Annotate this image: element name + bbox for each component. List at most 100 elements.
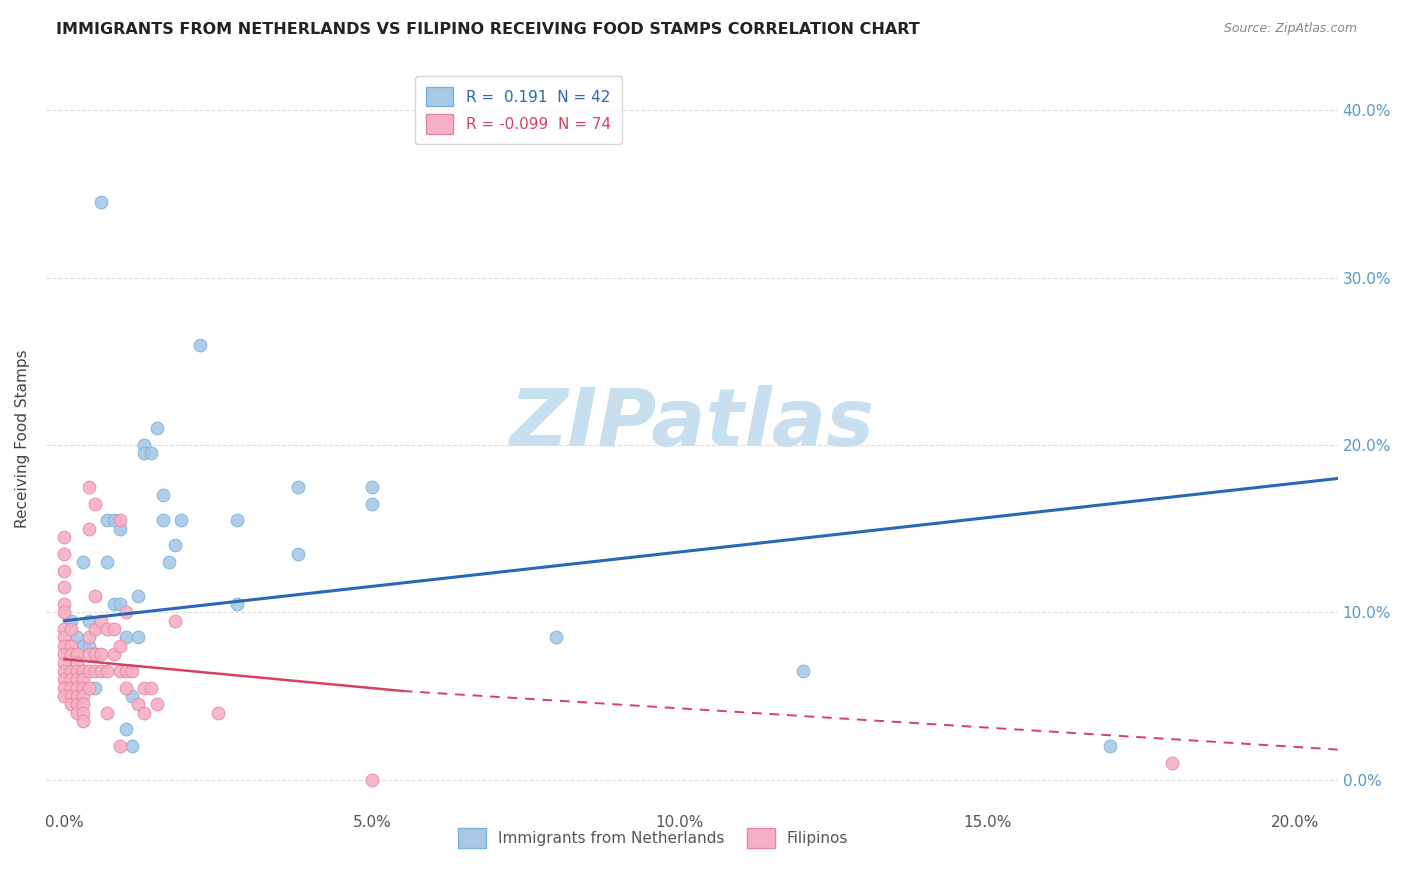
Point — [53, 597, 76, 611]
Point — [108, 639, 131, 653]
Point — [66, 698, 89, 712]
Point — [361, 480, 384, 494]
Point — [53, 656, 76, 670]
Text: IMMIGRANTS FROM NETHERLANDS VS FILIPINO RECEIVING FOOD STAMPS CORRELATION CHART: IMMIGRANTS FROM NETHERLANDS VS FILIPINO … — [56, 22, 920, 37]
Point — [53, 564, 76, 578]
Point — [53, 689, 76, 703]
Text: ZIPatlas: ZIPatlas — [509, 385, 875, 463]
Point — [66, 656, 89, 670]
Point — [103, 622, 125, 636]
Point — [59, 622, 82, 636]
Point — [77, 664, 100, 678]
Point — [134, 446, 156, 460]
Point — [139, 681, 162, 695]
Point — [115, 723, 138, 737]
Point — [792, 664, 814, 678]
Point — [121, 689, 143, 703]
Point — [77, 647, 100, 661]
Point — [1160, 756, 1182, 770]
Point — [77, 681, 100, 695]
Point — [53, 605, 76, 619]
Point — [152, 488, 174, 502]
Point — [84, 647, 107, 661]
Point — [127, 698, 149, 712]
Point — [108, 522, 131, 536]
Point — [121, 664, 143, 678]
Point — [53, 639, 76, 653]
Point — [145, 698, 167, 712]
Point — [207, 706, 229, 720]
Point — [225, 597, 247, 611]
Point — [72, 714, 94, 728]
Point — [72, 681, 94, 695]
Point — [66, 689, 89, 703]
Point — [66, 673, 89, 687]
Point — [96, 664, 118, 678]
Point — [53, 530, 76, 544]
Point — [115, 631, 138, 645]
Point — [53, 681, 76, 695]
Point — [72, 706, 94, 720]
Point — [59, 647, 82, 661]
Point — [96, 622, 118, 636]
Point — [108, 597, 131, 611]
Point — [53, 622, 76, 636]
Point — [66, 647, 89, 661]
Point — [361, 497, 384, 511]
Point — [84, 497, 107, 511]
Point — [127, 631, 149, 645]
Point — [53, 547, 76, 561]
Point — [66, 706, 89, 720]
Legend: Immigrants from Netherlands, Filipinos: Immigrants from Netherlands, Filipinos — [451, 822, 855, 854]
Point — [361, 772, 384, 787]
Point — [134, 681, 156, 695]
Point — [108, 664, 131, 678]
Point — [96, 555, 118, 569]
Point — [72, 555, 94, 569]
Point — [72, 639, 94, 653]
Point — [84, 589, 107, 603]
Point — [53, 580, 76, 594]
Point — [90, 614, 112, 628]
Point — [90, 664, 112, 678]
Point — [59, 664, 82, 678]
Point — [59, 673, 82, 687]
Point — [90, 195, 112, 210]
Point — [115, 664, 138, 678]
Point — [139, 446, 162, 460]
Point — [66, 664, 89, 678]
Point — [72, 673, 94, 687]
Point — [77, 480, 100, 494]
Point — [72, 664, 94, 678]
Point — [72, 698, 94, 712]
Point — [108, 739, 131, 754]
Point — [225, 513, 247, 527]
Point — [287, 480, 309, 494]
Point — [170, 513, 193, 527]
Point — [157, 555, 180, 569]
Point — [84, 647, 107, 661]
Point — [77, 522, 100, 536]
Point — [53, 647, 76, 661]
Point — [59, 689, 82, 703]
Point — [108, 513, 131, 527]
Point — [77, 631, 100, 645]
Point — [77, 639, 100, 653]
Point — [59, 614, 82, 628]
Point — [103, 647, 125, 661]
Point — [84, 664, 107, 678]
Point — [66, 681, 89, 695]
Point — [72, 689, 94, 703]
Y-axis label: Receiving Food Stamps: Receiving Food Stamps — [15, 350, 30, 528]
Point — [134, 438, 156, 452]
Point — [66, 631, 89, 645]
Text: Source: ZipAtlas.com: Source: ZipAtlas.com — [1223, 22, 1357, 36]
Point — [1099, 739, 1122, 754]
Point — [134, 706, 156, 720]
Point — [103, 597, 125, 611]
Point — [53, 664, 76, 678]
Point — [115, 605, 138, 619]
Point — [145, 421, 167, 435]
Point — [84, 681, 107, 695]
Point — [165, 538, 187, 552]
